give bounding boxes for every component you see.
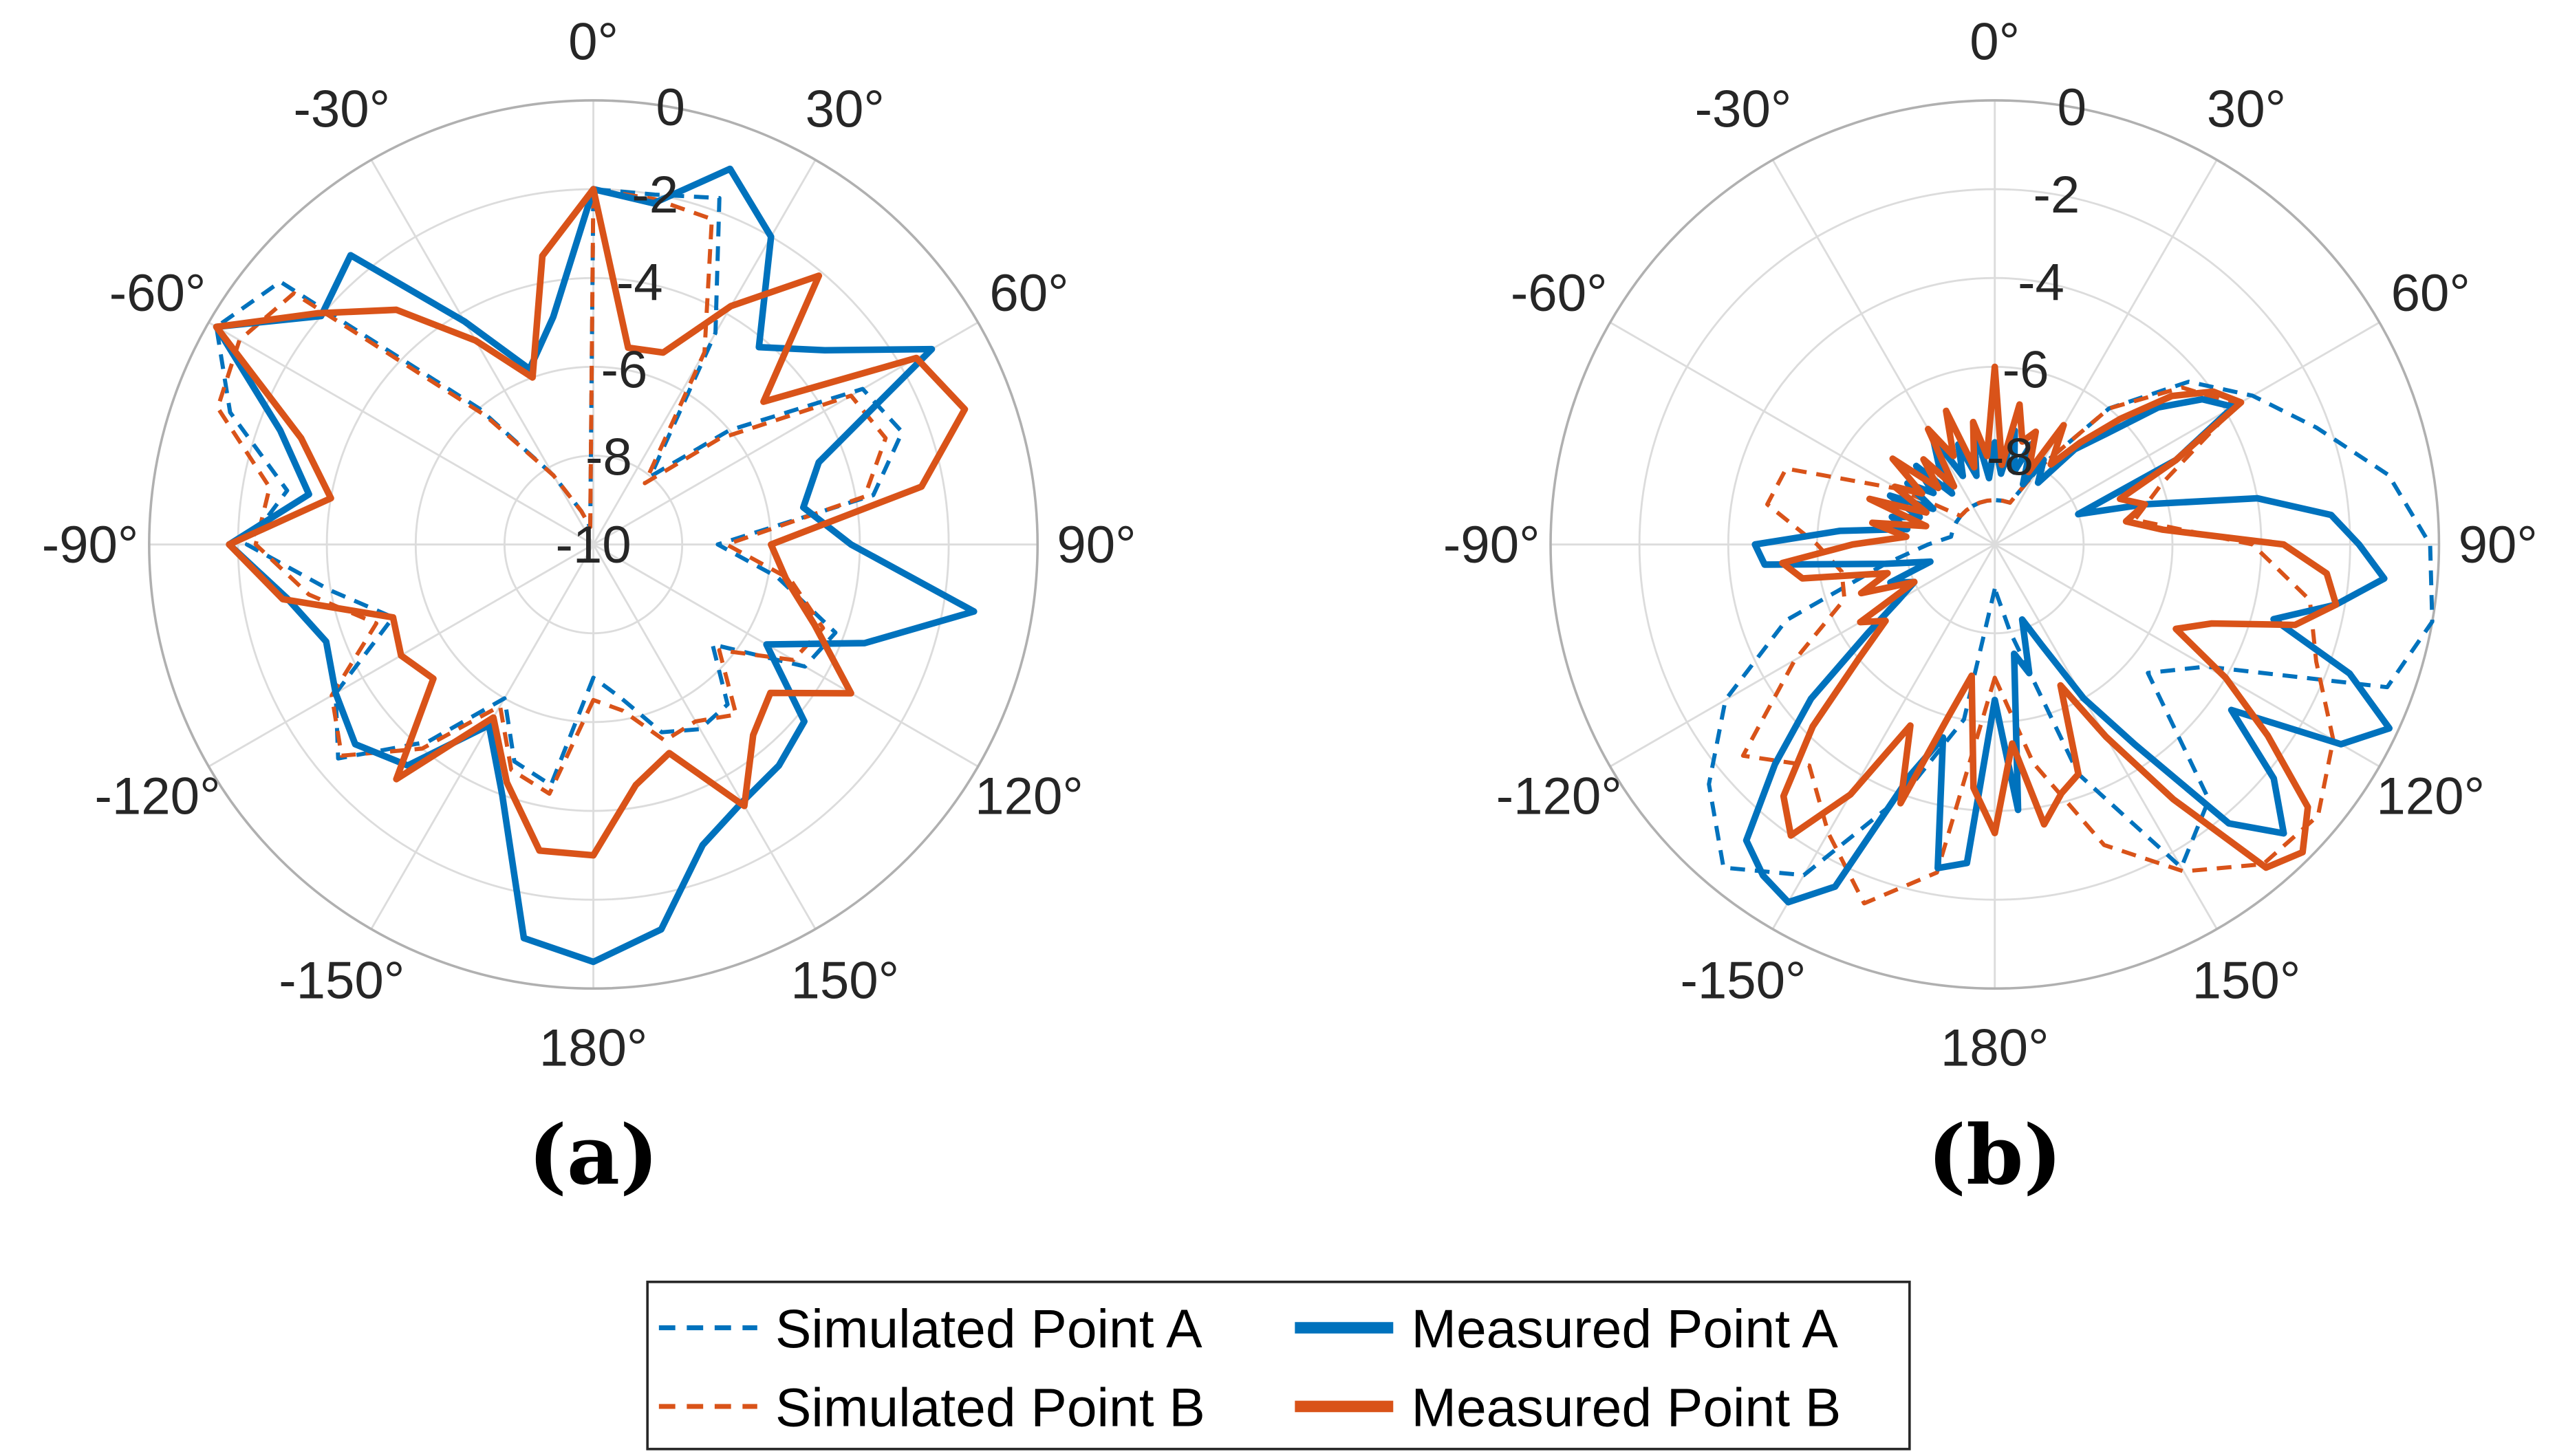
theta-tick-label: -90° <box>42 516 139 574</box>
r-tick-label: 0 <box>2058 78 2086 137</box>
grid-spoke <box>592 543 979 768</box>
legend-label-simulated-a: Simulated Point A <box>775 1299 1202 1359</box>
theta-tick-label: 180° <box>1941 1019 2049 1077</box>
grid-spoke <box>1994 159 2218 545</box>
theta-tick-label: 30° <box>2207 80 2286 138</box>
theta-tick-label: -150° <box>279 951 404 1010</box>
outer-ring <box>148 99 1039 990</box>
grid-spoke <box>208 321 594 545</box>
theta-tick-label: -120° <box>1496 768 1622 826</box>
series-meas-a-line <box>1743 395 2393 906</box>
r-tick-label: -10 <box>555 516 631 574</box>
theta-tick-label: -120° <box>95 768 221 826</box>
grid-spoke <box>1609 321 1996 545</box>
theta-tick-label: 120° <box>2376 768 2485 826</box>
r-tick-label: -2 <box>632 166 678 224</box>
r-tick-label: -4 <box>2018 253 2064 312</box>
theta-tick-label: 150° <box>790 951 899 1010</box>
theta-tick-label: 0° <box>568 12 618 71</box>
series-meas-b-line <box>213 186 969 859</box>
theta-tick-label: 60° <box>989 264 1068 323</box>
series-sim-b-line <box>215 187 888 796</box>
theta-tick-label: 90° <box>1057 516 1136 574</box>
grid-spoke <box>1771 159 1996 545</box>
legend-label-measured-b: Measured Point B <box>1411 1378 1841 1438</box>
theta-tick-label: -30° <box>1695 80 1792 138</box>
grid-spoke <box>1771 543 1996 930</box>
grid-spoke <box>370 543 594 930</box>
grid-spoke <box>370 159 594 545</box>
grid-spoke <box>1994 543 2380 768</box>
r-tick-label: -6 <box>601 340 647 399</box>
r-tick-label: -8 <box>585 428 632 487</box>
subplot-label-b: (b) <box>1928 1107 2062 1204</box>
r-tick-label: 0 <box>656 78 684 137</box>
legend: Simulated Point A Measured Point A Simul… <box>646 1281 1911 1450</box>
theta-tick-label: 180° <box>539 1019 648 1077</box>
legend-label-simulated-b: Simulated Point B <box>775 1378 1205 1438</box>
theta-tick-label: 0° <box>1970 12 2020 71</box>
r-tick-label: -8 <box>1987 428 2033 487</box>
theta-tick-label: 30° <box>806 80 885 138</box>
theta-tick-label: 120° <box>975 768 1083 826</box>
polar-plot-a: 0°30°60°90°120°150°180°-150°-120°-90°-60… <box>42 12 1136 1077</box>
r-tick-label: -4 <box>616 253 663 312</box>
subplot-label-a: (a) <box>528 1107 659 1204</box>
grid-spoke <box>1609 543 1996 768</box>
outer-ring <box>1549 99 2441 990</box>
legend-box <box>646 1281 1911 1450</box>
theta-tick-label: 150° <box>2192 951 2301 1010</box>
theta-tick-label: 90° <box>2459 516 2538 574</box>
theta-tick-label: -60° <box>1511 264 1608 323</box>
grid-spoke <box>592 543 817 930</box>
theta-tick-label: -90° <box>1443 516 1540 574</box>
theta-tick-label: -60° <box>109 264 206 323</box>
theta-tick-label: -150° <box>1680 951 1806 1010</box>
legend-label-measured-a: Measured Point A <box>1411 1299 1838 1359</box>
theta-tick-label: -30° <box>293 80 390 138</box>
r-tick-label: -2 <box>2033 166 2080 224</box>
series-meas-b-line <box>1779 363 2340 871</box>
polar-plot-b: 0°30°60°90°120°150°180°-150°-120°-90°-60… <box>1443 12 2538 1077</box>
theta-tick-label: 60° <box>2391 264 2470 323</box>
grid-spoke <box>1994 321 2380 545</box>
r-tick-label: -6 <box>2003 340 2049 399</box>
